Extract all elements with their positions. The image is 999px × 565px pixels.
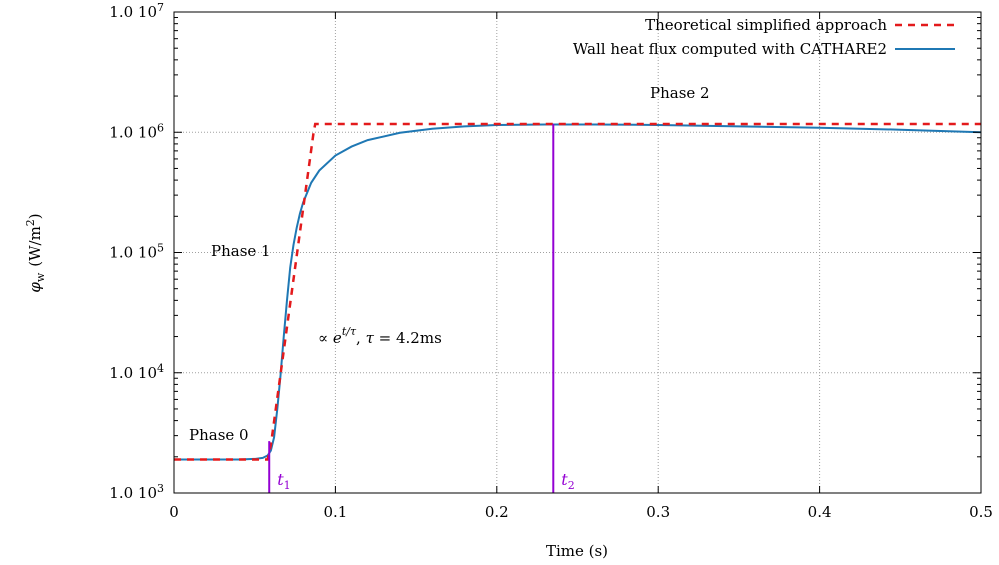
y-tick-label: 1.0 107 xyxy=(109,1,164,21)
series-line-cathare2 xyxy=(174,123,982,461)
plot-frame xyxy=(173,11,982,494)
legend: Theoretical simplified approach Wall hea… xyxy=(573,16,955,58)
marker-label-t2: t2 xyxy=(561,470,574,492)
annotation-phase-1: Phase 1 xyxy=(211,242,271,260)
y-tick-label: 1.0 103 xyxy=(109,482,164,502)
x-tick-label: 0.3 xyxy=(646,503,670,521)
y-tick-label: 1.0 105 xyxy=(109,242,164,262)
annotation-phase-2: Phase 2 xyxy=(650,84,710,102)
series-group xyxy=(174,122,982,461)
y-tick-label: 1.0 104 xyxy=(109,362,164,382)
x-tick-label: 0.5 xyxy=(969,503,993,521)
svg-text:φw(W/m2): φw(W/m2) xyxy=(24,213,47,292)
x-tick-label: 0 xyxy=(169,503,179,521)
axis-ticks: 0 0.1 0.2 0.3 0.4 0.5 1.0 103 1.0 104 1.0 105 1.0… xyxy=(109,1,993,521)
y-axis-label: φw(W/m2) xyxy=(24,213,47,292)
marker-label-t1: t1 xyxy=(277,470,290,492)
x-tick-label: 0.1 xyxy=(323,503,347,521)
x-tick-label: 0.4 xyxy=(808,503,832,521)
annotation-phase-0: Phase 0 xyxy=(189,426,249,444)
x-axis-label: Time (s) xyxy=(546,542,608,560)
y-tick-label: 1.0 106 xyxy=(109,121,164,141)
x-tick-label: 0.2 xyxy=(485,503,509,521)
grid-lines xyxy=(174,12,981,493)
legend-label-theoretical: Theoretical simplified approach xyxy=(645,16,887,34)
annotation-exponential: ∝ et/τ, τ = 4.2ms xyxy=(318,325,442,347)
series-line-theoretical xyxy=(174,122,981,461)
marker-group: t1 t2 xyxy=(268,124,575,493)
legend-label-cathare2: Wall heat flux computed with CATHARE2 xyxy=(573,40,887,58)
